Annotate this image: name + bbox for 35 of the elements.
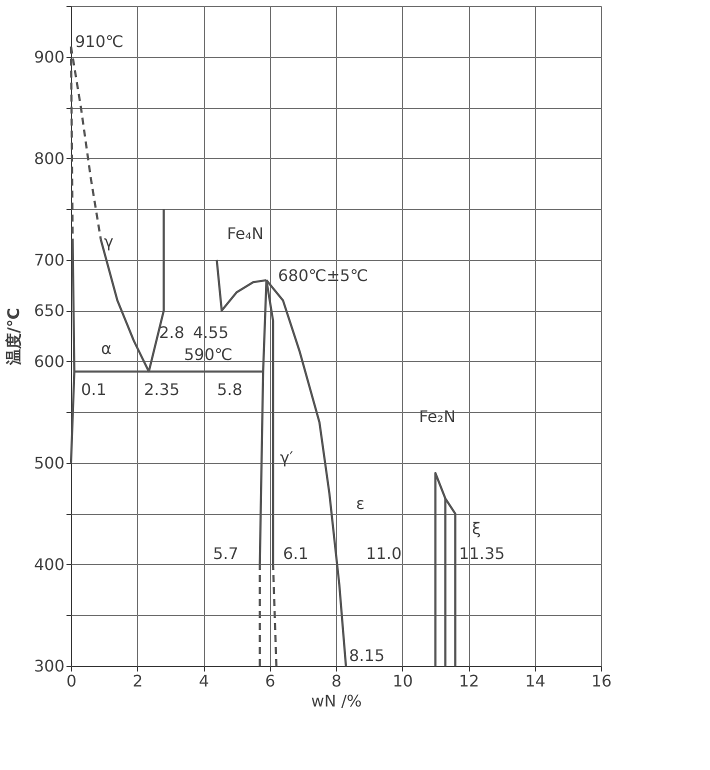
y-tick-label: 700 [34, 250, 64, 270]
y-tick-label: 650 [34, 301, 64, 320]
x-tick-label: 14 [525, 672, 546, 690]
annotation: 5.7 [213, 544, 238, 563]
annotation: ξ [472, 519, 481, 538]
annotation: Fe₂N [419, 407, 456, 426]
annotation: 2.8 [159, 323, 184, 342]
x-axis-title: wN /% [311, 692, 362, 710]
annotation: γ [104, 232, 114, 251]
annotation: 6.1 [283, 544, 308, 563]
x-tick-label: 6 [265, 672, 276, 690]
annotation: 11.0 [366, 544, 402, 563]
y-tick-label: 500 [34, 453, 64, 472]
annotation: 8.15 [349, 646, 385, 665]
x-tick-label: 10 [392, 672, 413, 690]
annotation: γ′ [280, 448, 294, 467]
annotation: 2.35 [144, 380, 180, 399]
y-tick-label: 600 [34, 352, 64, 371]
x-tick-label: 0 [66, 672, 77, 690]
annotation: ε [356, 494, 365, 513]
y-tick-label: 400 [34, 554, 64, 574]
x-tick-label: 2 [132, 672, 143, 690]
annotation: Fe₄N [227, 224, 264, 243]
annotation: 910℃ [75, 32, 124, 51]
annotation: α [101, 339, 112, 358]
x-tick-label: 8 [331, 672, 342, 690]
annotation: 0.1 [81, 380, 106, 399]
y-tick-label: 800 [34, 148, 64, 168]
x-tick-label: 12 [458, 672, 480, 690]
annotation: 5.8 [217, 380, 242, 399]
x-tick-label: 16 [591, 672, 612, 690]
y-tick-label: 300 [34, 656, 64, 676]
y-tick-label: 900 [34, 47, 64, 66]
x-tick-label: 4 [198, 672, 210, 690]
y-axis-title: 温度/℃ [4, 308, 23, 366]
